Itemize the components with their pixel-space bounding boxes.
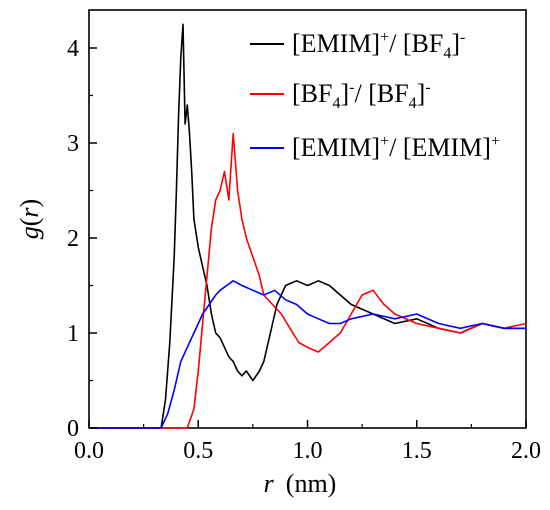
y-axis-argument: r: [15, 207, 44, 218]
series-line: [89, 279, 526, 429]
x-tick-label: 2.0: [511, 438, 541, 464]
y-tick-label: 0: [67, 416, 79, 442]
x-axis-label: r (nm): [264, 469, 337, 498]
x-axis-unit: (nm): [286, 469, 337, 498]
y-axis-open-paren: (: [15, 218, 44, 227]
legend-entry: [EMIM]+/ [EMIM]+: [250, 133, 500, 162]
x-tick-label: 0.0: [74, 438, 104, 464]
series-layer: [89, 23, 527, 429]
legend-text: [EMIM]+/ [BF4]-: [292, 29, 465, 62]
y-axis-variable: g: [15, 226, 44, 239]
legend-entry: [BF4]-/ [BF4]-: [250, 79, 431, 112]
x-axis-variable: r: [264, 469, 275, 498]
x-tick-label: 1.5: [402, 438, 432, 464]
x-tick-label: 0.5: [183, 438, 213, 464]
y-tick-label: 4: [67, 36, 79, 62]
y-axis-close-paren: ): [15, 199, 44, 208]
x-tick-label: 1.0: [293, 438, 323, 464]
y-axis-label: g(r): [15, 199, 44, 239]
plot-frame: [88, 9, 527, 429]
legend: [EMIM]+/ [BF4]- [BF4]-/ [BF4]- [EMIM]+/ …: [250, 29, 500, 162]
legend-entry: [EMIM]+/ [BF4]-: [250, 29, 465, 62]
series-line: [89, 132, 527, 429]
legend-text: [EMIM]+/ [EMIM]+: [292, 133, 500, 162]
ticks-layer: 0.0 0.5 1.0 1.5 2.0 0 1 2 3 4: [67, 36, 541, 464]
legend-text: [BF4]-/ [BF4]-: [292, 79, 431, 112]
y-tick-label: 2: [67, 226, 79, 252]
y-tick-label: 1: [67, 321, 79, 347]
y-tick-label: 3: [67, 131, 79, 157]
series-line: [89, 23, 526, 429]
